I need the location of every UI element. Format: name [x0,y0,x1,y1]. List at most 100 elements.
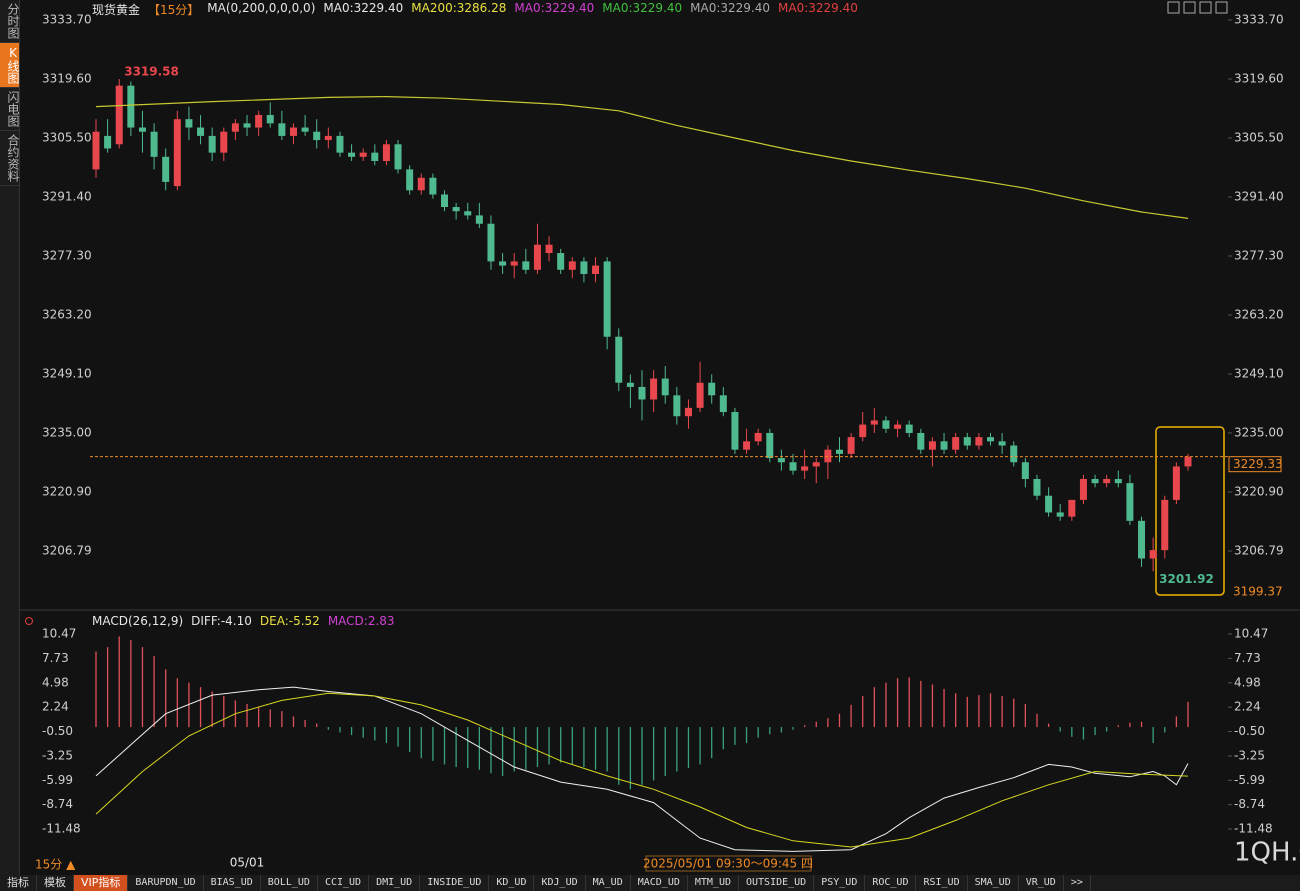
candle-body [1056,512,1064,517]
candle-body [1126,483,1134,521]
header-item: MA(0,200,0,0,0,0) [207,1,316,15]
axis-low-label: 3199.37 [1233,585,1283,599]
candle-body [301,127,309,132]
candle-body [220,131,228,153]
y-tick-label: 3249.10 [42,366,92,380]
candle-body [1161,499,1169,551]
y-tick-label: -0.50 [42,724,73,738]
candle-body [348,152,356,157]
indicator-tab[interactable]: >> [1064,875,1091,891]
indicator-tab[interactable]: BIAS_UD [204,875,261,891]
indicator-tab[interactable]: KD_UD [489,875,535,891]
sidebar-tab[interactable]: K线图 [0,43,20,88]
indicator-tab[interactable]: RSI_UD [916,875,968,891]
candle-body [162,156,170,182]
indicator-tab[interactable]: BOLL_UD [261,875,318,891]
candle-body [336,135,344,153]
candle-body [998,441,1006,446]
y-tick-label-right: 3263.20 [1234,307,1284,321]
candle-body [522,261,530,270]
x-tick-label: 05/01 [230,856,265,870]
indicator-tab[interactable]: 模板 [37,875,74,891]
candle-body [510,261,518,266]
indicator-tab[interactable]: 指标 [0,875,37,891]
candle-body [696,382,704,408]
y-tick-label: 3235.00 [42,425,92,439]
candle-body [417,177,425,191]
candle-body [394,144,402,170]
candle-body [987,437,995,442]
y-tick-label-right: 3206.79 [1234,543,1284,557]
cursor-time: 2025/05/01 09:30～09:45 四 [643,857,813,871]
indicator-tab[interactable]: VR_UD [1019,875,1064,891]
candle-body [580,261,588,274]
low-label: 3201.92 [1159,572,1214,586]
candle-body [1103,478,1111,484]
sidebar-tab[interactable]: 分时图 [0,0,20,43]
indicator-tab[interactable]: INSIDE_UD [420,875,490,891]
price-header: 现货黄金 【15分】 MA(0,200,0,0,0,0) MA0:3229.40 MA2… [92,1,858,17]
y-tick-label: 4.98 [42,675,69,689]
candle-body [545,244,553,254]
y-tick-label-right: 3333.70 [1234,13,1284,27]
indicator-tab[interactable]: BARUPDN_UD [128,875,204,891]
candle-body [243,123,251,128]
candle-body [1079,478,1087,500]
y-tick-label: 3291.40 [42,189,92,203]
y-tick-label-right: 2.24 [1234,700,1261,714]
y-tick-label-right: 10.47 [1234,627,1268,641]
indicator-tab[interactable]: KDJ_UD [534,875,586,891]
candle-body [882,420,890,429]
y-tick-label-right: 3277.30 [1234,248,1284,262]
candle-body [371,152,379,162]
candle-body [917,432,925,450]
candle-body [138,127,146,132]
candle-body [487,223,495,262]
candle-body [626,382,634,387]
indicator-tab[interactable]: CCI_UD [318,875,370,891]
indicator-tab[interactable]: MTM_UD [688,875,739,891]
indicator-tab[interactable]: VIP指标 [74,875,129,891]
candle-body [731,412,739,450]
y-tick-label: 3305.50 [42,130,92,144]
candle-body [499,261,507,266]
highlight-box [1155,426,1225,596]
candle-body [464,211,472,216]
candle-body [905,424,913,433]
macd-header-item: MACD(26,12,9) [92,614,184,628]
candle-body [870,420,878,425]
candle-body [92,131,100,170]
y-tick-label-right: -5.99 [1234,773,1265,787]
candle-body [208,135,216,153]
candle-body [661,378,669,396]
candle-body [777,458,785,463]
y-tick-label: -8.74 [42,797,73,811]
y-tick-label-right: 3235.00 [1234,425,1284,439]
candle-body [789,462,797,471]
macd-header: MACD(26,12,9) DIFF:-4.10 DEA:-5.52 MACD:2.8… [92,614,395,630]
indicator-tab[interactable]: SMA_UD [968,875,1019,891]
indicator-tabs: 指标 模板 VIP指标 BARUPDN_UD BIAS_UD BOLL_UD CCI_UD D… [0,875,1300,891]
sidebar-tab[interactable]: 合约资料 [0,131,20,186]
y-tick-label: -11.48 [42,822,81,836]
y-tick-label: 3220.90 [42,484,92,498]
candle-body [650,378,658,400]
candle-body [382,144,390,162]
candle-body [150,131,158,157]
indicator-tab[interactable]: DMI_UD [369,875,421,891]
y-tick-label-right: 3291.40 [1234,189,1284,203]
indicator-tab[interactable]: PSY_UD [814,875,866,891]
indicator-tab[interactable]: MA_UD [586,875,631,891]
indicator-tab[interactable]: MACD_UD [631,875,688,891]
y-tick-label-right: 3319.60 [1234,72,1284,86]
header-item: MA0:3229.40 [778,1,858,15]
sidebar-tab[interactable]: 闪电图 [0,88,20,131]
candle-body [928,441,936,450]
y-tick-label-right: 3220.90 [1234,484,1284,498]
toolbar-icons [1167,1,1228,14]
candle-body [475,215,483,224]
indicator-tab[interactable]: OUTSIDE_UD [739,875,815,891]
indicator-tab[interactable]: ROC_UD [865,875,917,891]
candle-body [557,253,565,270]
